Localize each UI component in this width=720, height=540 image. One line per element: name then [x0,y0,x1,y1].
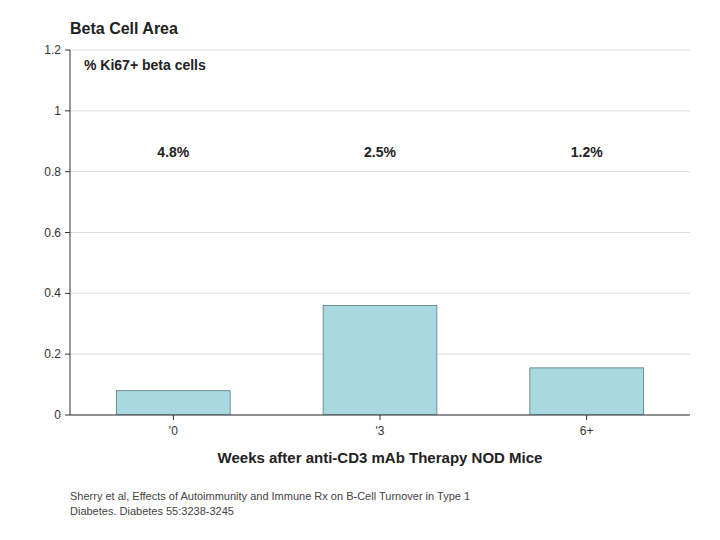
y-tick-label: 1.2 [44,43,61,57]
bars [117,306,644,416]
annotation: 4.8% [157,144,189,160]
annotation: 1.2% [571,144,603,160]
title: Beta Cell Area [70,20,178,37]
grid-line [70,50,690,51]
y-tick [65,171,70,172]
annotation: % Ki67+ beta cells [84,57,206,73]
y-tick-label: 0.2 [44,347,61,361]
y-tick [65,110,70,111]
bar [323,306,437,416]
citation: Sherry et al, Effects of Autoimmunity an… [70,490,470,517]
chart: 0 0.2 0.4 0.6 0.8 1 1.2 '0 '3 6+ Beta Cell Area Wee… [0,0,720,540]
y-tick [65,354,70,355]
y-tick [65,50,70,51]
citation-line: Sherry et al, Effects of Autoimmunity an… [70,490,470,502]
x-tick-label: '0 [169,424,178,438]
y-tick-label: 0 [54,408,61,422]
annotation: 2.5% [364,144,396,160]
grid-line [70,110,690,111]
y-tick-label: 0.4 [44,286,61,300]
grid-line [70,171,690,172]
grid-line [70,293,690,294]
x-tick-label: 6+ [580,424,594,438]
x-tick [173,415,174,420]
x-tick [586,415,587,420]
bar [530,368,644,415]
x-tick-label: '3 [376,424,385,438]
y-tick-label: 0.6 [44,226,61,240]
y-tick [65,293,70,294]
y-tick [65,415,70,416]
x-axis-label: Weeks after anti-CD3 mAb Therapy NOD Mic… [218,449,543,466]
bar [117,391,231,415]
x-tick [380,415,381,420]
y-tick [65,232,70,233]
citation-line: Diabetes. Diabetes 55:3238-3245 [70,505,234,517]
y-tick-label: 0.8 [44,165,61,179]
grid-line [70,232,690,233]
y-tick-label: 1 [54,104,61,118]
